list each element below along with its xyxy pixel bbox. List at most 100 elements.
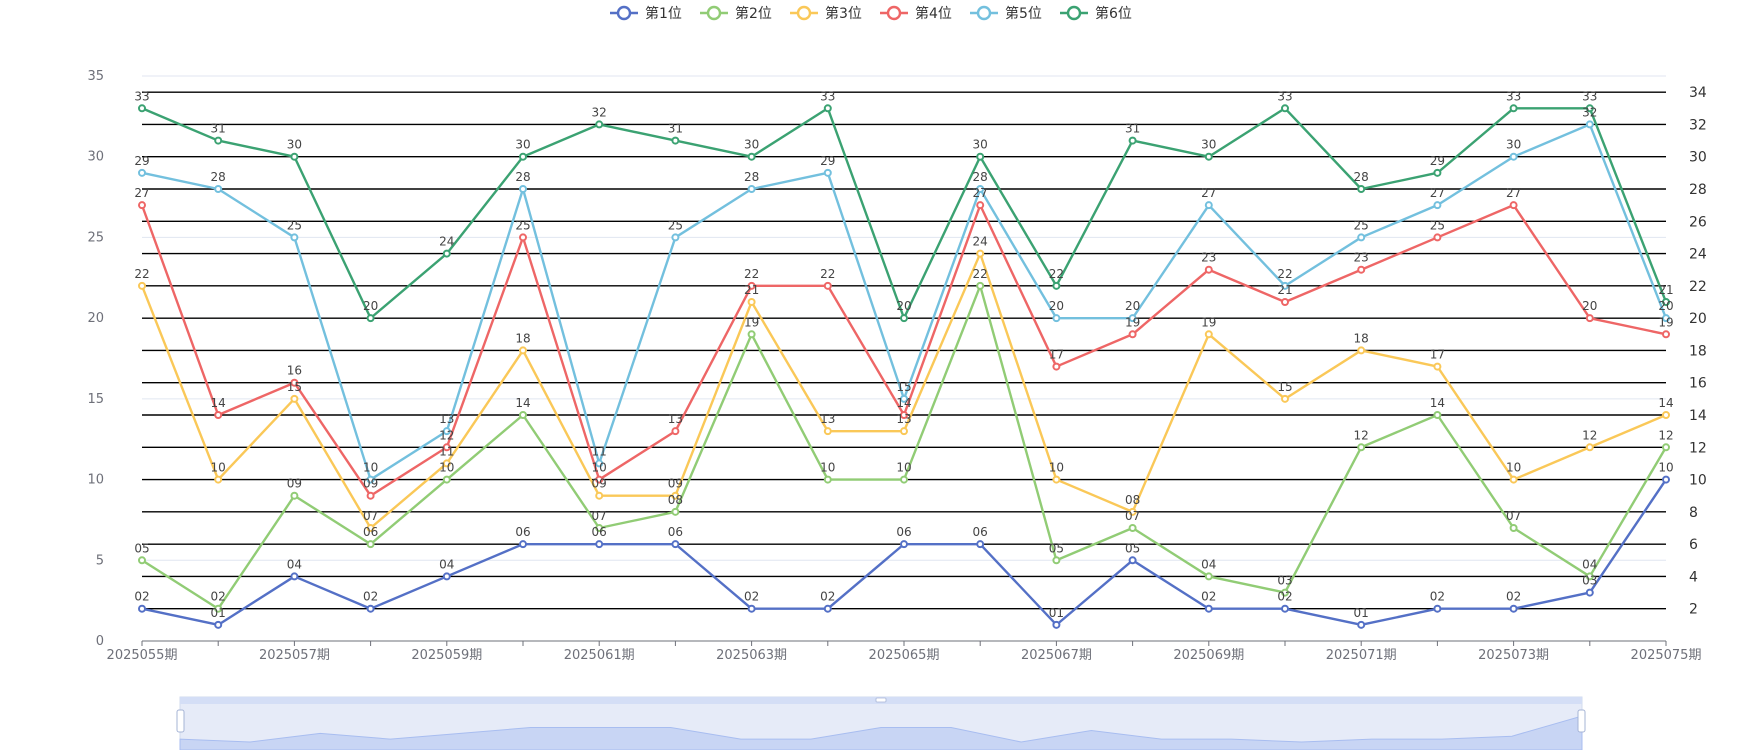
data-point[interactable] — [1204, 330, 1213, 339]
data-point[interactable] — [976, 201, 985, 210]
data-point[interactable] — [595, 491, 604, 500]
data-point[interactable] — [366, 604, 375, 613]
data-point[interactable] — [747, 330, 756, 339]
zoom-handle-left[interactable] — [176, 709, 185, 733]
data-point[interactable] — [1128, 524, 1137, 532]
data-point[interactable] — [1281, 394, 1289, 403]
data-point[interactable] — [1357, 620, 1366, 629]
data-point[interactable] — [214, 475, 223, 484]
data-point[interactable] — [214, 411, 223, 419]
data-point[interactable] — [290, 394, 299, 403]
data-point[interactable] — [1662, 314, 1670, 323]
data-point[interactable] — [138, 104, 146, 113]
data-point[interactable] — [747, 604, 756, 613]
data-point[interactable] — [671, 233, 680, 242]
data-point[interactable] — [214, 185, 223, 193]
data-point[interactable] — [1281, 104, 1289, 113]
data-point[interactable] — [1204, 201, 1213, 210]
data-point[interactable] — [519, 346, 527, 355]
data-point[interactable] — [595, 459, 604, 468]
data-point[interactable] — [671, 507, 680, 516]
data-point[interactable] — [1509, 604, 1518, 613]
data-point[interactable] — [595, 540, 604, 549]
data-point[interactable] — [1128, 314, 1137, 323]
data-point[interactable] — [976, 540, 985, 549]
data-point[interactable] — [214, 136, 223, 145]
data-point[interactable] — [823, 104, 832, 113]
data-point[interactable] — [823, 168, 832, 177]
data-point[interactable] — [290, 233, 299, 242]
data-point[interactable] — [1281, 298, 1289, 306]
data-point[interactable] — [1433, 168, 1442, 177]
legend-item-6[interactable]: 第6位 — [1060, 5, 1132, 22]
legend[interactable]: 第1位 第2位 第3位 第4位 第5位 第6位 — [610, 5, 1132, 22]
data-point[interactable] — [1052, 314, 1061, 323]
data-point[interactable] — [1585, 120, 1594, 129]
data-point[interactable] — [1585, 104, 1594, 113]
data-point[interactable] — [1052, 556, 1061, 565]
data-point[interactable] — [519, 540, 527, 549]
data-point[interactable] — [1052, 362, 1061, 371]
data-point[interactable] — [671, 427, 680, 436]
data-point[interactable] — [1662, 411, 1670, 419]
data-point[interactable] — [1281, 281, 1289, 290]
data-point[interactable] — [519, 233, 527, 242]
legend-item-4[interactable]: 第4位 — [880, 5, 952, 22]
data-point[interactable] — [366, 491, 375, 500]
data-point[interactable] — [442, 572, 451, 581]
data-point[interactable] — [1509, 201, 1518, 210]
data-point[interactable] — [442, 459, 451, 468]
data-point[interactable] — [290, 491, 299, 500]
legend-item-3[interactable]: 第3位 — [790, 5, 862, 22]
data-zoom-slider[interactable] — [176, 696, 1586, 751]
data-point[interactable] — [1128, 556, 1137, 565]
data-point[interactable] — [214, 620, 223, 629]
data-point[interactable] — [1204, 265, 1213, 274]
data-point[interactable] — [1357, 265, 1366, 274]
data-point[interactable] — [366, 524, 375, 532]
data-point[interactable] — [1204, 604, 1213, 613]
data-point[interactable] — [747, 152, 756, 161]
data-point[interactable] — [976, 281, 985, 290]
data-point[interactable] — [747, 298, 756, 306]
data-point[interactable] — [1585, 588, 1594, 597]
data-point[interactable] — [1128, 330, 1137, 339]
data-point[interactable] — [823, 281, 832, 290]
data-point[interactable] — [1433, 233, 1442, 242]
data-point[interactable] — [1433, 411, 1442, 419]
data-point[interactable] — [595, 120, 604, 129]
data-point[interactable] — [595, 475, 604, 484]
data-point[interactable] — [519, 152, 527, 161]
data-point[interactable] — [519, 411, 527, 419]
data-point[interactable] — [1509, 152, 1518, 161]
data-point[interactable] — [442, 475, 451, 484]
data-point[interactable] — [671, 136, 680, 145]
data-point[interactable] — [747, 281, 756, 290]
data-point[interactable] — [138, 604, 146, 613]
zoom-handle-right[interactable] — [1577, 709, 1586, 733]
data-point[interactable] — [747, 185, 756, 193]
data-point[interactable] — [1585, 572, 1594, 581]
data-point[interactable] — [900, 475, 908, 484]
data-point[interactable] — [1052, 475, 1061, 484]
data-point[interactable] — [1433, 362, 1442, 371]
legend-item-2[interactable]: 第2位 — [700, 5, 772, 22]
data-point[interactable] — [138, 201, 146, 210]
data-point[interactable] — [1433, 201, 1442, 210]
data-point[interactable] — [1509, 475, 1518, 484]
data-point[interactable] — [1662, 443, 1670, 452]
data-point[interactable] — [1357, 185, 1366, 193]
data-point[interactable] — [1128, 136, 1137, 145]
data-point[interactable] — [900, 411, 908, 419]
data-point[interactable] — [1585, 314, 1594, 323]
data-point[interactable] — [671, 491, 680, 500]
data-point[interactable] — [1662, 298, 1670, 306]
legend-item-5[interactable]: 第5位 — [970, 5, 1042, 22]
data-point[interactable] — [442, 249, 451, 258]
data-point[interactable] — [976, 249, 985, 258]
data-point[interactable] — [976, 185, 985, 193]
data-point[interactable] — [1281, 604, 1289, 613]
legend-item-1[interactable]: 第1位 — [610, 5, 682, 22]
data-point[interactable] — [1357, 443, 1366, 452]
data-point[interactable] — [900, 314, 908, 323]
